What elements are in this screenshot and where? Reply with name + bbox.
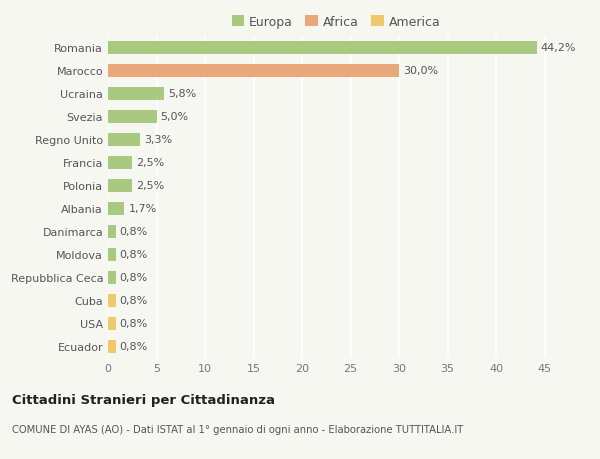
Bar	[108, 340, 116, 353]
Bar	[108, 111, 157, 123]
Text: 2,5%: 2,5%	[136, 158, 164, 168]
Text: Cittadini Stranieri per Cittadinanza: Cittadini Stranieri per Cittadinanza	[12, 393, 275, 406]
Text: 0,8%: 0,8%	[119, 341, 148, 352]
Bar	[108, 88, 164, 101]
Text: 2,5%: 2,5%	[136, 181, 164, 191]
Text: COMUNE DI AYAS (AO) - Dati ISTAT al 1° gennaio di ogni anno - Elaborazione TUTTI: COMUNE DI AYAS (AO) - Dati ISTAT al 1° g…	[12, 424, 463, 434]
Bar	[108, 65, 399, 78]
Text: 3,3%: 3,3%	[144, 135, 172, 145]
Text: 0,8%: 0,8%	[119, 250, 148, 260]
Bar	[108, 157, 132, 169]
Bar	[108, 202, 124, 215]
Text: 30,0%: 30,0%	[403, 66, 438, 76]
Text: 0,8%: 0,8%	[119, 296, 148, 306]
Bar	[108, 179, 132, 192]
Text: 0,8%: 0,8%	[119, 273, 148, 283]
Text: 5,8%: 5,8%	[168, 89, 196, 99]
Text: 0,8%: 0,8%	[119, 227, 148, 237]
Bar	[108, 225, 116, 238]
Bar	[108, 42, 537, 55]
Text: 1,7%: 1,7%	[128, 204, 157, 214]
Text: 44,2%: 44,2%	[541, 43, 576, 53]
Bar	[108, 294, 116, 307]
Text: 5,0%: 5,0%	[160, 112, 188, 122]
Bar	[108, 271, 116, 284]
Bar	[108, 248, 116, 261]
Legend: Europa, Africa, America: Europa, Africa, America	[227, 11, 445, 34]
Bar	[108, 317, 116, 330]
Text: 0,8%: 0,8%	[119, 319, 148, 329]
Bar	[108, 134, 140, 146]
